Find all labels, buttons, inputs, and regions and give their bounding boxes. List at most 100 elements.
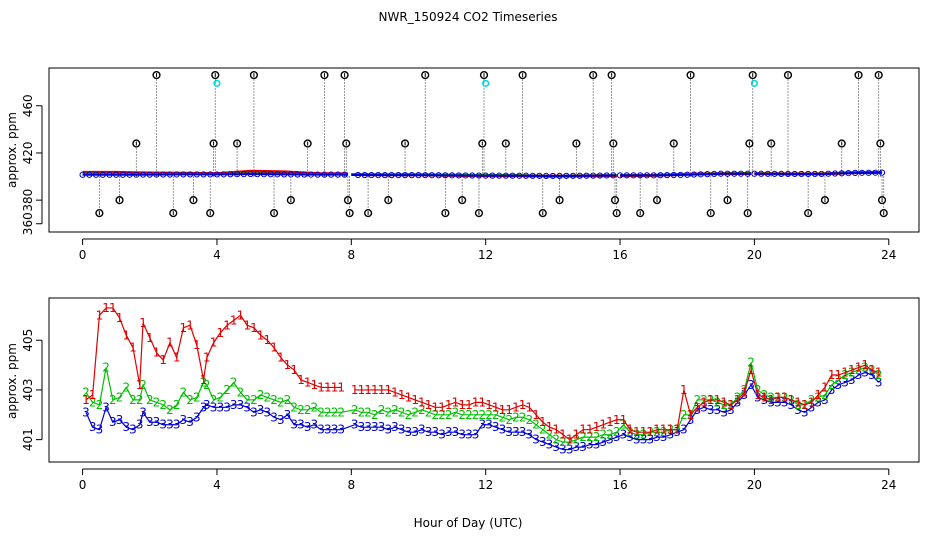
- series-1-point: 1: [82, 393, 90, 407]
- series-3-point: 3: [727, 403, 735, 417]
- series-2-point: 2: [159, 398, 167, 412]
- top-baseline-marker: [99, 171, 106, 178]
- series-2-point: 2: [458, 408, 466, 422]
- series-1-point: 1: [311, 378, 319, 392]
- series-2-point: 2: [593, 430, 601, 444]
- series-3-point: 3: [398, 423, 406, 437]
- series-3-point: 3: [317, 423, 325, 437]
- series-2-point: 2: [479, 408, 487, 422]
- series-1-point: 1: [519, 398, 527, 412]
- series-2-point: 2: [418, 403, 426, 417]
- series-2-point: 2: [633, 428, 641, 442]
- top-baseline-marker: [307, 171, 315, 178]
- top-baseline-marker: [220, 171, 227, 178]
- series-3-point: 3: [223, 400, 231, 414]
- series-1-point: 1: [200, 373, 208, 387]
- series-1-point: 1: [431, 400, 439, 414]
- series-1-point: 1: [821, 380, 829, 394]
- series-1-point: 1: [102, 301, 110, 315]
- series-2-point: 2: [180, 385, 188, 399]
- series-1-point: 1: [180, 321, 188, 335]
- series-2-point: 2: [304, 403, 312, 417]
- series-2-point: 2: [579, 430, 587, 444]
- series-1-point: 1: [458, 398, 466, 412]
- series-1-point: 1: [801, 398, 809, 412]
- top-baseline-marker: [247, 170, 254, 178]
- bottom-x-tick-label: 0: [79, 478, 87, 492]
- series-2-point: 2: [465, 408, 473, 422]
- series-3-point: 3: [270, 410, 278, 424]
- series-2-point: 2: [210, 393, 218, 407]
- top-baseline-marker: [509, 172, 516, 179]
- chart-title: NWR_150924 CO2 Timeseries: [379, 10, 558, 24]
- series-2-point: 2: [559, 435, 567, 449]
- top-x-tick-label: 12: [478, 248, 493, 262]
- top-baseline-marker: [838, 170, 845, 177]
- series-2-line: [85, 362, 880, 443]
- series-2-point: 2: [290, 400, 298, 414]
- series-1-point: 1: [512, 400, 520, 414]
- top-baseline-marker: [442, 172, 449, 179]
- series-1-point: 1: [186, 318, 194, 332]
- series-3-point: 3: [559, 443, 567, 457]
- series-1-point: 1: [734, 393, 742, 407]
- series-3-point: 3: [841, 375, 849, 389]
- top-baseline-marker: [455, 172, 462, 179]
- top-baseline-marker: [173, 171, 180, 178]
- series-3-point: 3: [136, 418, 144, 432]
- top-baseline-marker: [731, 170, 738, 177]
- top-baseline-marker: [805, 170, 812, 178]
- series-2-point: 2: [620, 418, 628, 432]
- series-1-point: 1: [828, 368, 836, 382]
- series-2-point: 2: [861, 361, 869, 375]
- top-baseline-marker: [139, 171, 147, 178]
- top-baseline-marker: [798, 170, 805, 178]
- series-1-point: 1: [868, 363, 876, 377]
- top-y-tick-label: 380: [21, 189, 35, 212]
- top-baseline-marker: [690, 171, 698, 178]
- bottom-y-tick-label: 401: [21, 428, 35, 451]
- series-1-point: 1: [593, 420, 601, 434]
- series-2-point: 2: [264, 390, 272, 404]
- series-2-point: 2: [848, 366, 856, 380]
- series-1-point: 1: [331, 380, 339, 394]
- series-3-point: 3: [351, 418, 359, 432]
- series-3-point: 3: [747, 378, 755, 392]
- top-baseline-marker: [872, 169, 879, 176]
- series-3-point: 3: [801, 405, 809, 419]
- top-baseline-marker: [556, 172, 563, 180]
- series-3-point: 3: [734, 395, 742, 409]
- series-1-point: 1: [781, 390, 789, 404]
- series-3-point: 3: [532, 433, 540, 447]
- series-1-point: 1: [89, 388, 97, 402]
- series-3-point: 3: [82, 405, 90, 419]
- series-1-point: 1: [788, 393, 796, 407]
- top-baseline-marker: [657, 172, 664, 179]
- series-1-point: 1: [875, 366, 883, 380]
- series-3-point: 3: [284, 408, 292, 422]
- series-3-point: 3: [250, 405, 258, 419]
- series-3-point: 3: [774, 395, 782, 409]
- series-1-point: 1: [640, 425, 648, 439]
- series-1-point: 1: [391, 385, 399, 399]
- top-baseline-marker: [576, 172, 583, 179]
- series-1-point: 1: [579, 423, 587, 437]
- series-1-point: 1: [633, 425, 641, 439]
- series-1-point: 1: [626, 423, 634, 437]
- series-2-point: 2: [532, 418, 540, 432]
- top-baseline-marker: [811, 170, 818, 178]
- series-2-point: 2: [835, 373, 843, 387]
- series-1-point: 1: [646, 425, 654, 439]
- series-3-point: 3: [411, 425, 419, 439]
- top-baseline-marker: [818, 170, 825, 178]
- top-panel-ylabel: approx. ppm: [5, 112, 19, 188]
- top-baseline-marker: [496, 172, 503, 179]
- series-2-point: 2: [216, 390, 224, 404]
- series-2-point: 2: [573, 433, 581, 447]
- top-baseline-marker: [677, 171, 684, 178]
- series-1-point: 1: [620, 413, 628, 427]
- series-3-point: 3: [438, 428, 446, 442]
- top-baseline-marker: [408, 172, 415, 179]
- series-2-point: 2: [102, 361, 110, 375]
- top-baseline-marker: [610, 172, 617, 179]
